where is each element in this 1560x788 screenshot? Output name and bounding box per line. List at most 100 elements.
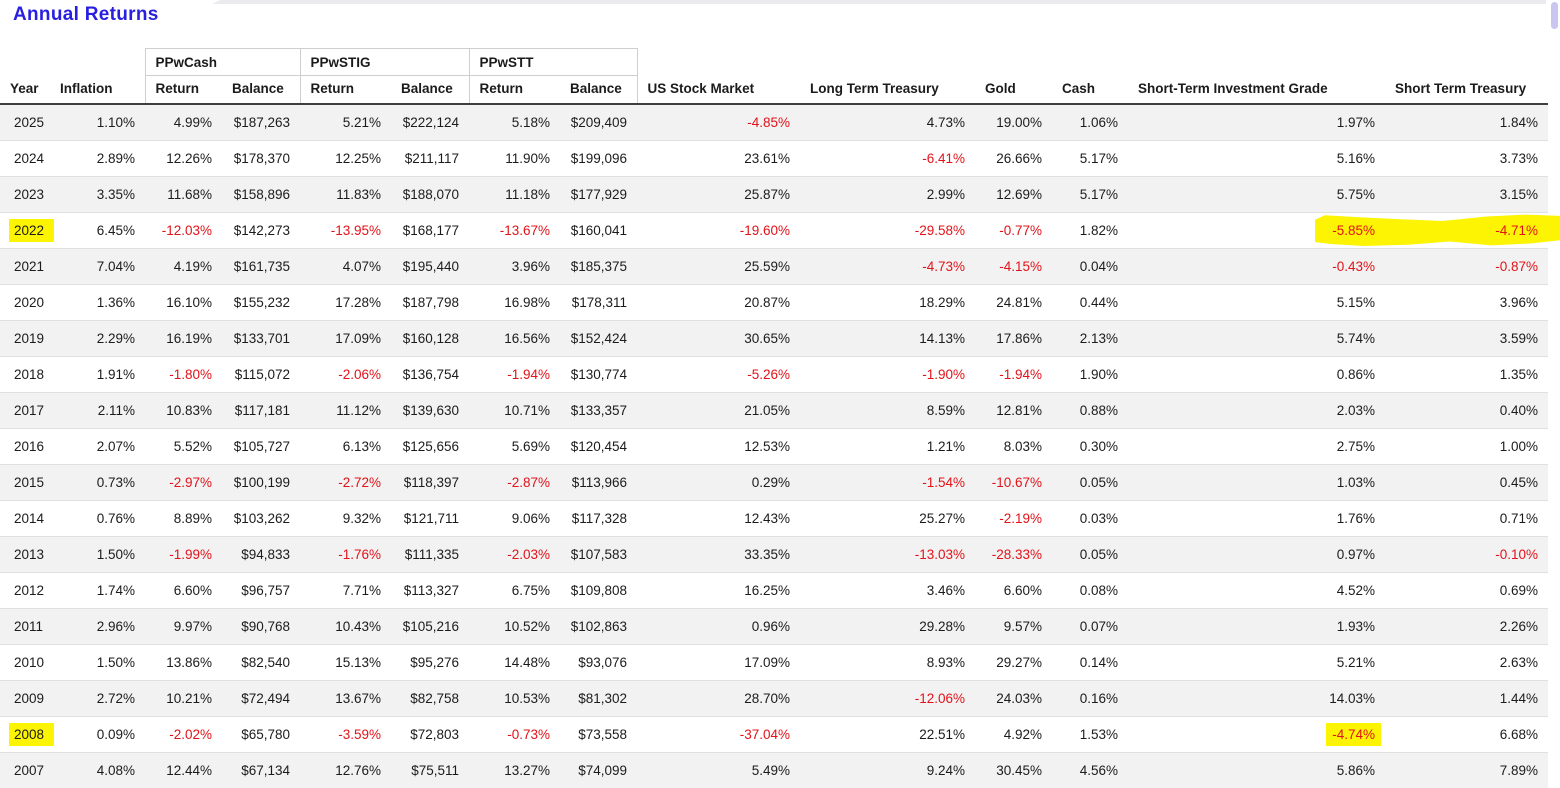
ppwcash-balance-cell: $133,701 (222, 321, 300, 357)
ppwstig-return-cell: -1.76% (300, 537, 391, 573)
cell-value: 19.00% (996, 115, 1042, 130)
year-cell: 2025 (0, 104, 50, 141)
cell-value: -1.80% (169, 367, 212, 382)
ppwstig-balance-cell: $211,117 (391, 141, 469, 177)
year-cell: 2020 (0, 285, 50, 321)
cell-value: 29.27% (996, 655, 1042, 670)
cell-value: $152,424 (571, 331, 627, 346)
ppwstt-balance-cell: $113,966 (560, 465, 637, 501)
ppwstt-balance-cell: $130,774 (560, 357, 637, 393)
cell-value: 3.35% (97, 187, 135, 202)
ppwstt-balance-cell: $107,583 (560, 537, 637, 573)
ppwcash-return-cell: 4.19% (145, 249, 222, 285)
vertical-scrollbar-thumb[interactable] (1551, 2, 1558, 29)
ppwstig-balance-cell: $75,511 (391, 753, 469, 788)
annual-returns-table-wrap: PPwCash PPwSTIG PPwSTT Year Inflation Re… (0, 48, 1548, 788)
short-term-investment-grade-cell: 5.75% (1128, 177, 1385, 213)
short-term-investment-grade-cell: 2.03% (1128, 393, 1385, 429)
cell-value: 20.87% (744, 295, 790, 310)
inflation-cell: 1.91% (50, 357, 145, 393)
cell-value: 1.00% (1500, 439, 1538, 454)
gold-cell: -4.15% (975, 249, 1052, 285)
ppwstig-balance-cell: $195,440 (391, 249, 469, 285)
cell-value: 2013 (14, 547, 44, 562)
cell-value: -1.76% (338, 547, 381, 562)
short-term-treasury-cell: 1.00% (1385, 429, 1548, 465)
ppwstig-balance-cell: $222,124 (391, 104, 469, 141)
ppwcash-balance-cell: $117,181 (222, 393, 300, 429)
ppwstig-return-cell: -2.06% (300, 357, 391, 393)
cell-value: $188,070 (403, 187, 459, 202)
ppwstig-return-cell: 7.71% (300, 573, 391, 609)
ppwstt-return-cell: 5.69% (469, 429, 560, 465)
cell-value: $94,833 (241, 547, 290, 562)
cell-value: 5.86% (1337, 763, 1375, 778)
ppwstig-balance-cell: $160,128 (391, 321, 469, 357)
cell-value: $113,966 (572, 475, 627, 490)
cell-value: 2.99% (927, 187, 965, 202)
ppwcash-balance-cell: $178,370 (222, 141, 300, 177)
cell-value: 0.86% (1337, 367, 1375, 382)
ppwcash-balance-cell: $161,735 (222, 249, 300, 285)
ppwcash-balance-cell: $65,780 (222, 717, 300, 753)
ppwstig-balance-cell: $121,711 (391, 501, 469, 537)
cell-value: 23.61% (744, 151, 790, 166)
inflation-cell: 2.89% (50, 141, 145, 177)
long-term-treasury-cell: 14.13% (800, 321, 975, 357)
cell-value: -37.04% (740, 727, 790, 742)
cell-value: $199,096 (571, 151, 627, 166)
cell-value: 9.06% (512, 511, 550, 526)
cell-value: 0.07% (1080, 619, 1118, 634)
cell-value: 2021 (14, 259, 44, 274)
gold-cell: 24.03% (975, 681, 1052, 717)
cell-value: 13.86% (166, 655, 212, 670)
cell-value: 30.45% (996, 763, 1042, 778)
cell-value: 2015 (14, 475, 44, 490)
cell-value: 4.19% (174, 259, 212, 274)
cell-value: 29.28% (919, 619, 965, 634)
us-stock-market-cell: 5.49% (637, 753, 800, 788)
cell-value: 0.76% (97, 511, 135, 526)
ppwstig-return-cell: 13.67% (300, 681, 391, 717)
short-term-treasury-cell: -0.87% (1385, 249, 1548, 285)
gold-cell: -10.67% (975, 465, 1052, 501)
long-term-treasury-cell: 9.24% (800, 753, 975, 788)
cash-cell: 5.17% (1052, 141, 1128, 177)
ppwstt-balance-cell: $93,076 (560, 645, 637, 681)
cell-value: -29.58% (915, 223, 965, 238)
cell-value: 5.69% (512, 439, 550, 454)
cell-value: 2.29% (97, 331, 135, 346)
short-term-investment-grade-cell: -4.74% (1128, 717, 1385, 753)
cash-cell: 0.16% (1052, 681, 1128, 717)
cell-value: $161,735 (234, 259, 290, 274)
cell-value: 4.08% (97, 763, 135, 778)
ppwstt-balance-cell: $117,328 (560, 501, 637, 537)
cell-value: 5.21% (1337, 655, 1375, 670)
cell-value: 12.25% (335, 151, 381, 166)
short-term-investment-grade-cell: 14.03% (1128, 681, 1385, 717)
cell-value: -0.10% (1495, 547, 1538, 562)
cell-value: 4.92% (1004, 727, 1042, 742)
cell-value: 1.93% (1337, 619, 1375, 634)
cell-value: $95,276 (410, 655, 459, 670)
us-stock-market-cell: 0.29% (637, 465, 800, 501)
inflation-cell: 2.07% (50, 429, 145, 465)
ppwstig-return-cell: 12.25% (300, 141, 391, 177)
ppwstig-return-cell: 4.07% (300, 249, 391, 285)
ppwcash-return-cell: -1.99% (145, 537, 222, 573)
ppwstt-return-cell: 9.06% (469, 501, 560, 537)
inflation-cell: 1.50% (50, 537, 145, 573)
cell-value: 0.16% (1080, 691, 1118, 706)
group-header-ppwcash: PPwCash (145, 49, 300, 76)
cell-value: 2.07% (97, 439, 135, 454)
cell-value: $72,803 (410, 727, 459, 742)
short-term-investment-grade-cell: 5.74% (1128, 321, 1385, 357)
cash-cell: 0.08% (1052, 573, 1128, 609)
ppwcash-return-cell: 4.99% (145, 104, 222, 141)
